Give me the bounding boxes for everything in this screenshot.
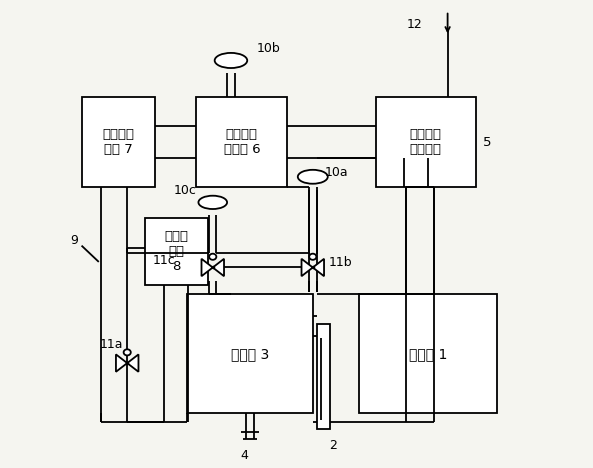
Text: 5: 5 — [483, 136, 491, 149]
Text: 4: 4 — [240, 449, 248, 462]
Bar — [375, 97, 476, 188]
Text: 9: 9 — [70, 234, 78, 248]
Text: 11c: 11c — [153, 254, 176, 267]
Bar — [145, 218, 208, 285]
Polygon shape — [301, 259, 313, 276]
Text: 11b: 11b — [329, 256, 353, 270]
Bar — [317, 324, 330, 430]
Polygon shape — [202, 259, 213, 276]
Text: 抽真空
系统
8: 抽真空 系统 8 — [165, 230, 189, 273]
Text: 10b: 10b — [257, 42, 280, 55]
Bar — [196, 97, 287, 188]
Ellipse shape — [298, 170, 328, 184]
Text: 11a: 11a — [99, 338, 123, 351]
Text: 干燥空气
缓冲罐 6: 干燥空气 缓冲罐 6 — [224, 128, 260, 156]
Ellipse shape — [199, 196, 227, 209]
Polygon shape — [116, 354, 127, 372]
Ellipse shape — [209, 254, 216, 260]
Text: 10a: 10a — [324, 166, 348, 179]
Polygon shape — [213, 259, 224, 276]
Text: 干燥筒 3: 干燥筒 3 — [231, 347, 269, 361]
Bar — [359, 294, 496, 413]
Text: 空气加热
装置 7: 空气加热 装置 7 — [103, 128, 135, 156]
Bar — [187, 294, 313, 413]
Text: 手套箱 1: 手套箱 1 — [409, 347, 447, 361]
Text: 2: 2 — [329, 439, 337, 452]
Ellipse shape — [309, 254, 316, 260]
Ellipse shape — [215, 53, 247, 68]
Polygon shape — [127, 354, 138, 372]
Bar — [82, 97, 155, 188]
Polygon shape — [313, 259, 324, 276]
Ellipse shape — [123, 349, 131, 355]
Text: 水分干燥
处理装置: 水分干燥 处理装置 — [410, 128, 442, 156]
Text: 10c: 10c — [173, 184, 196, 197]
Text: 12: 12 — [406, 18, 422, 31]
